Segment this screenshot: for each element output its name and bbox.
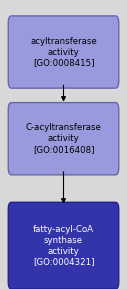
FancyBboxPatch shape <box>8 202 119 289</box>
FancyBboxPatch shape <box>8 103 119 175</box>
Text: fatty-acyl-CoA
synthase
activity
[GO:0004321]: fatty-acyl-CoA synthase activity [GO:000… <box>33 225 94 266</box>
Text: acyltransferase
activity
[GO:0008415]: acyltransferase activity [GO:0008415] <box>30 37 97 67</box>
FancyBboxPatch shape <box>8 16 119 88</box>
Text: C-acyltransferase
activity
[GO:0016408]: C-acyltransferase activity [GO:0016408] <box>26 123 101 154</box>
